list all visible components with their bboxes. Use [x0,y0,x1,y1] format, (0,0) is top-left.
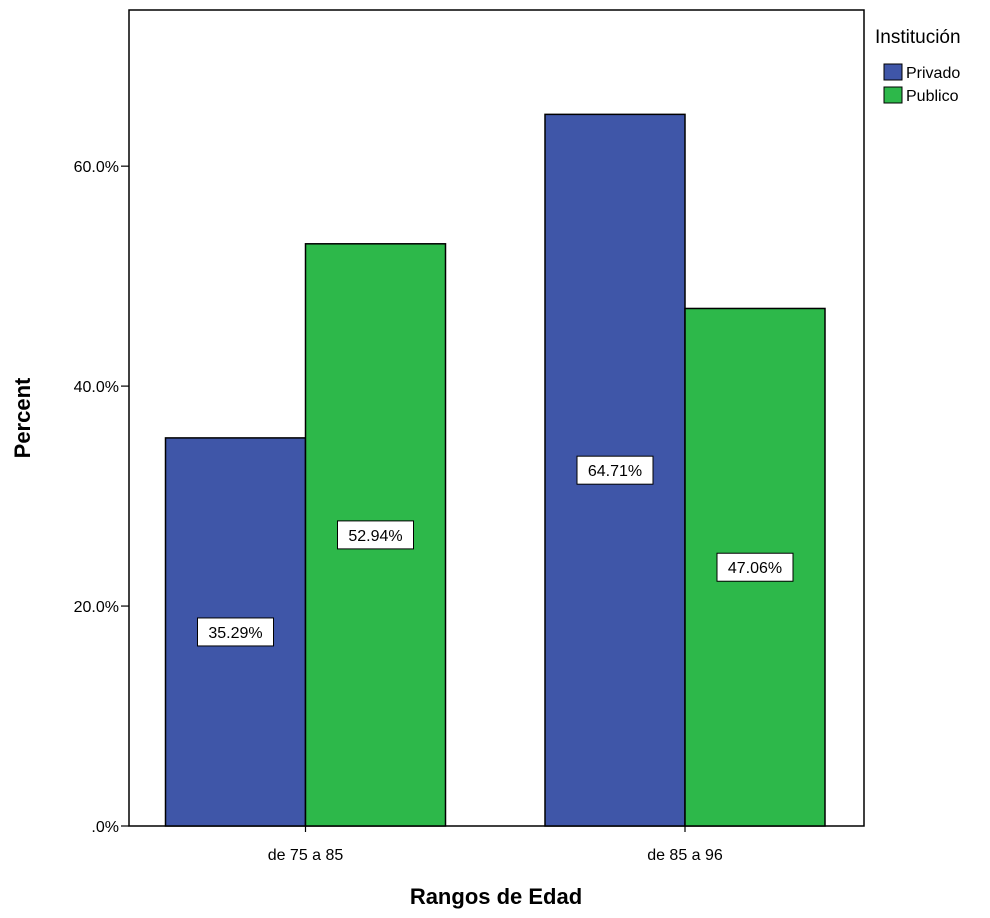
legend-swatch-publico [883,86,903,104]
legend-title: Institución [875,27,961,48]
legend: Institución Privado Publico [875,27,961,105]
y-tick-label: 60.0% [74,159,119,176]
data-label-box [576,455,654,485]
y-tick-label: 20.0% [74,599,119,616]
data-label: 47.06% [728,560,782,577]
y-axis-title: Percent [10,377,35,458]
y-axis: .0% 20.0% 40.0% 60.0% [74,159,129,836]
legend-label-publico: Publico [906,88,959,105]
x-axis: de 75 a 85 de 85 a 96 [268,826,723,864]
legend-swatch-privado [883,63,903,81]
x-axis-title: Rangos de Edad [410,884,582,909]
data-label: 35.29% [208,625,262,642]
x-tick-label: de 75 a 85 [268,847,344,864]
legend-label-privado: Privado [906,65,960,82]
data-label: 52.94% [348,528,402,545]
data-label: 64.71% [588,463,642,480]
data-labels-group: 35.29% 52.94% 64.71% 47.06% [197,455,794,647]
data-label-box [197,617,274,647]
data-label-box [337,520,414,550]
data-label-box [716,552,794,582]
y-tick-label: 40.0% [74,379,119,396]
x-tick-label: de 85 a 96 [647,847,723,864]
y-tick-label: .0% [91,819,119,836]
